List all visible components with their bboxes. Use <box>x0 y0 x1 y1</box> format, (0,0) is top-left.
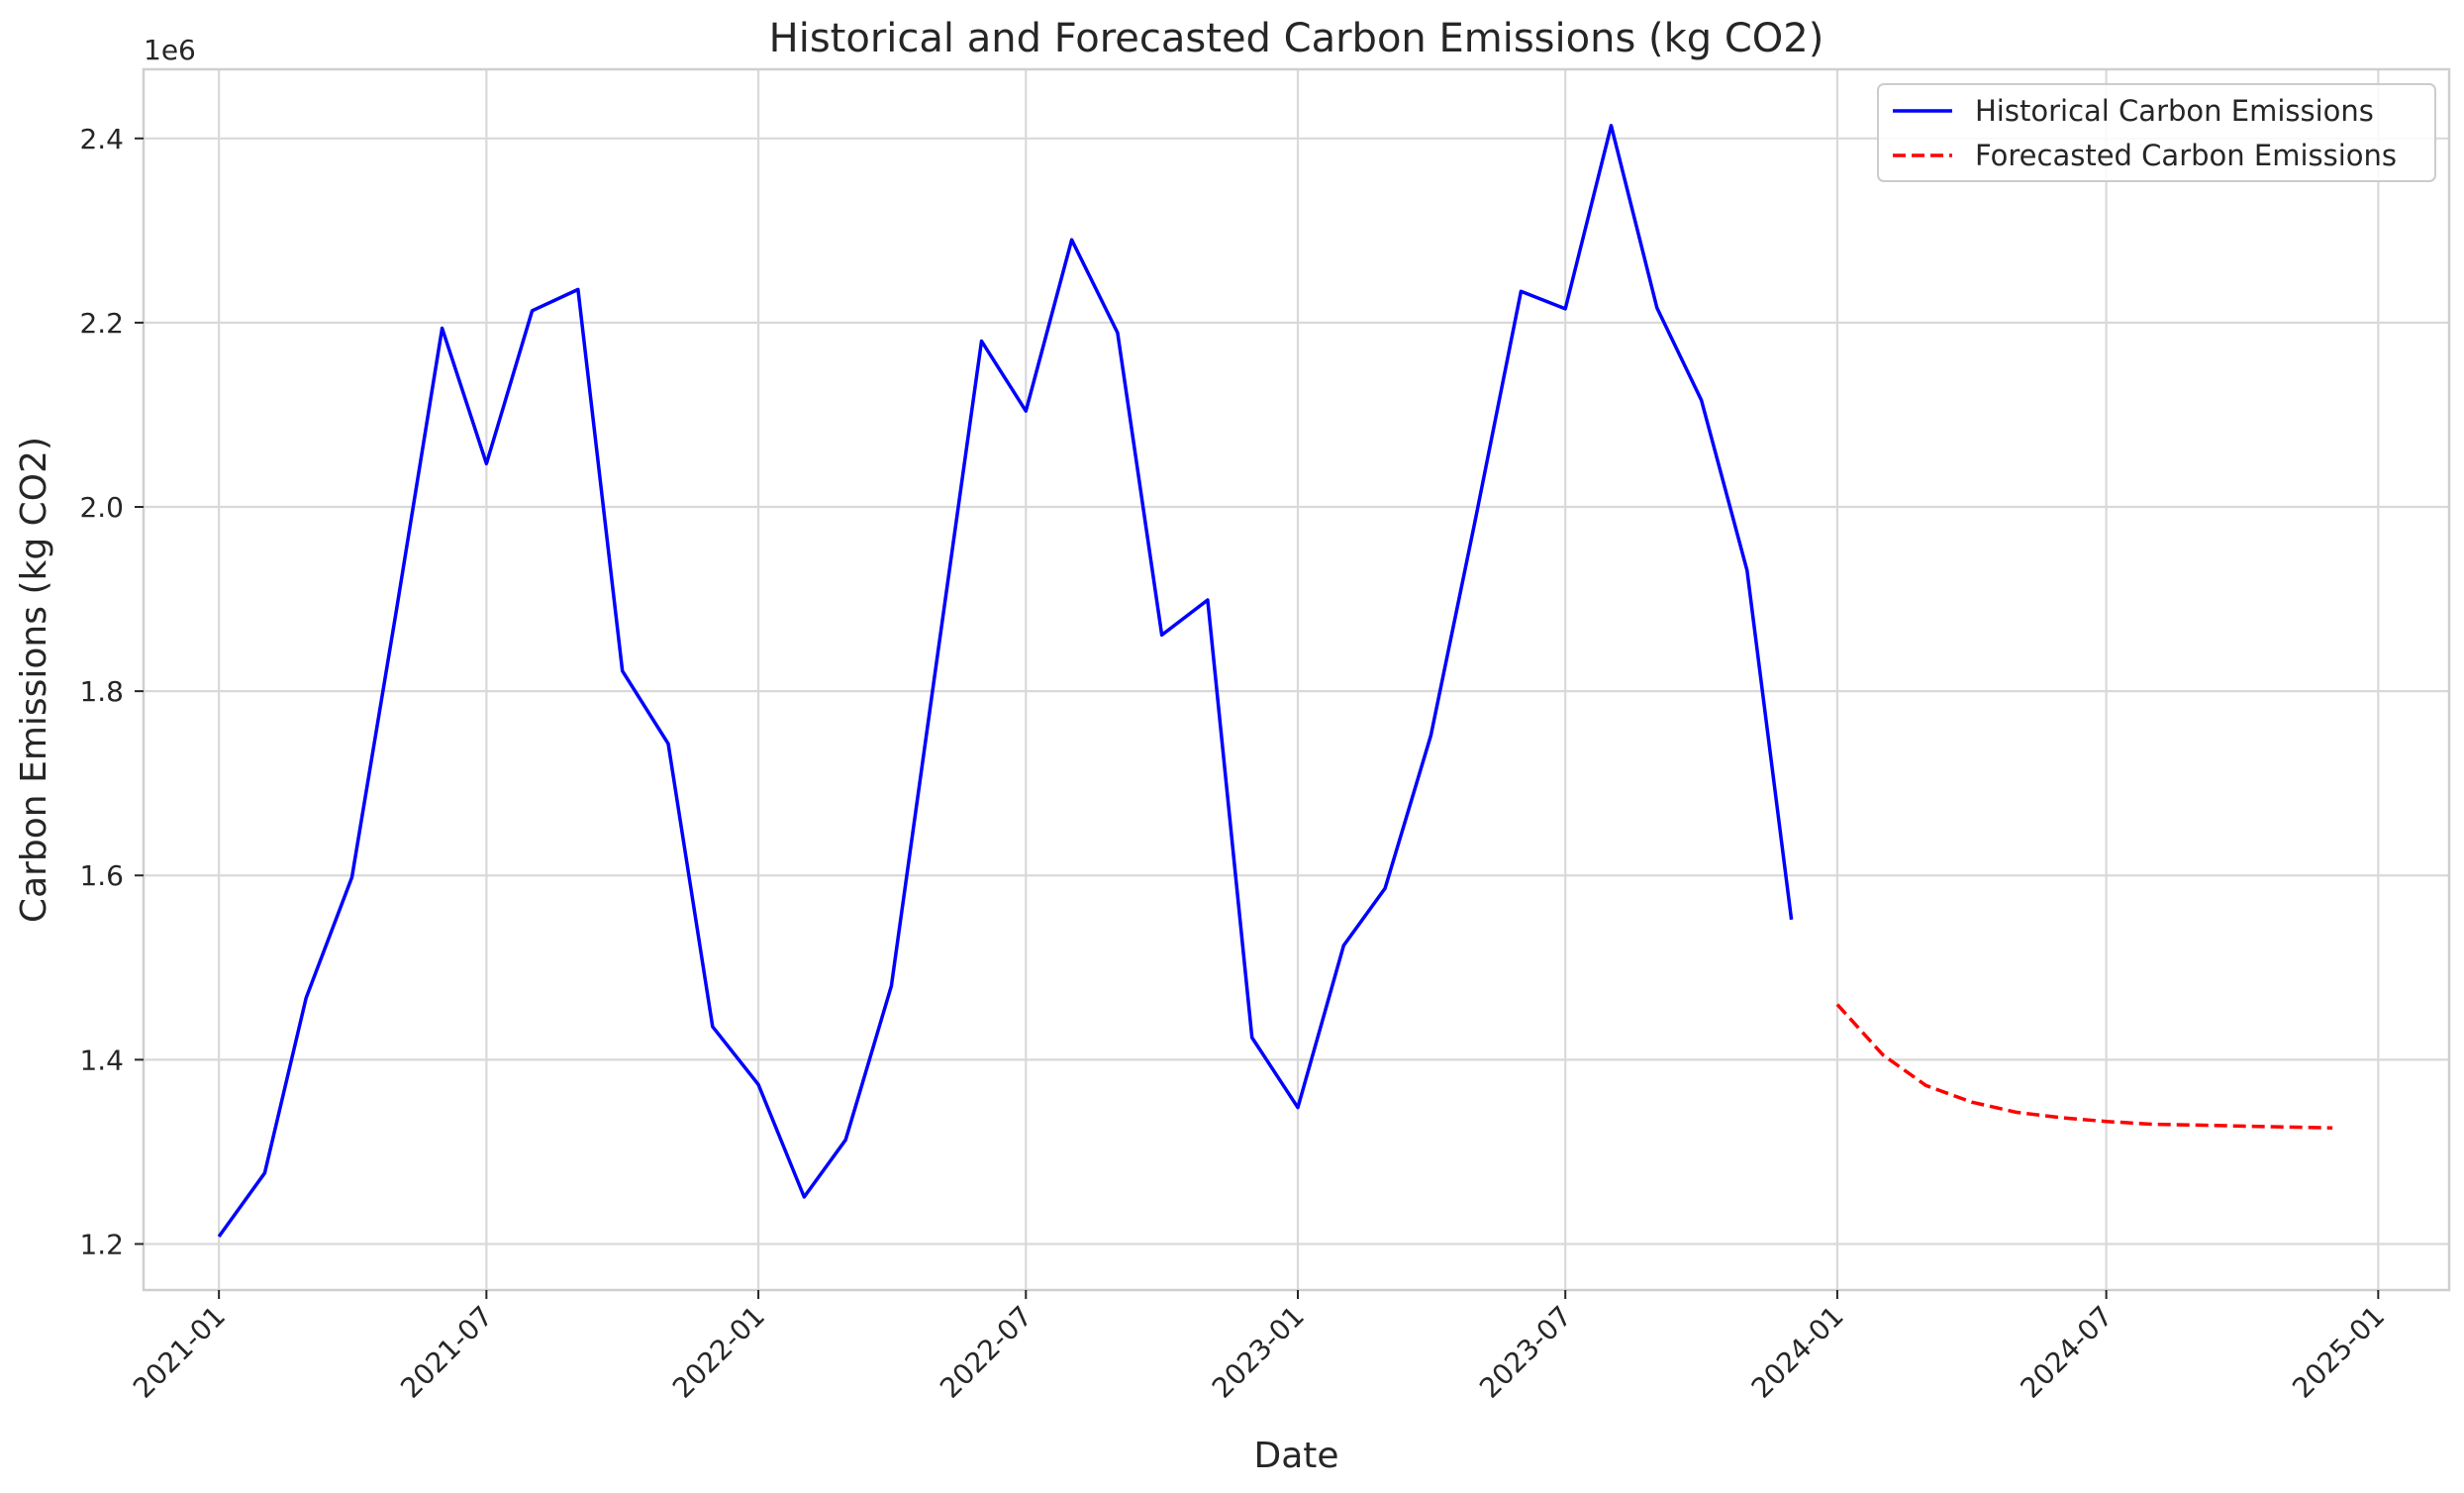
x-tick-label: 2024-07 <box>2015 1300 2119 1405</box>
x-tick-label: 2024-01 <box>1745 1300 1850 1405</box>
x-axis-label: Date <box>1253 1436 1338 1476</box>
x-tick-label: 2023-07 <box>1473 1300 1578 1405</box>
y-tick-label: 2.2 <box>79 307 124 340</box>
y-tick-label: 1.4 <box>79 1044 124 1076</box>
legend: Historical Carbon Emissions Forecasted C… <box>1877 83 2436 182</box>
historical-emissions-line <box>217 124 1794 1239</box>
series-lines <box>217 124 2333 1239</box>
x-tick-label: 2025-01 <box>2286 1300 2391 1405</box>
legend-entry-forecasted: Forecasted Carbon Emissions <box>1975 139 2397 172</box>
x-tick-label: 2023-01 <box>1206 1300 1311 1405</box>
x-tick-label: 2022-01 <box>666 1300 771 1405</box>
forecasted-emissions-line <box>1835 1003 2333 1130</box>
x-tick-label: 2021-07 <box>394 1300 499 1405</box>
y-tick-label: 1.8 <box>79 675 124 708</box>
legend-entry-historical: Historical Carbon Emissions <box>1975 94 2374 128</box>
y-tick-label: 2.4 <box>79 123 124 155</box>
axis-ticks: 1.2 1.4 1.6 1.8 2.0 2.2 2.4 2021-01 2021-07 2022-… <box>79 123 2391 1405</box>
x-tick-label: 2022-07 <box>934 1300 1038 1405</box>
y-axis-offset-label: 1e6 <box>144 34 196 66</box>
chart-title: Historical and Forecasted Carbon Emissio… <box>769 16 1824 61</box>
legend-box <box>1877 83 2436 182</box>
y-tick-label: 2.0 <box>79 491 124 524</box>
y-axis-label: Carbon Emissions (kg CO2) <box>14 437 54 923</box>
x-tick-label: 2021-01 <box>127 1300 232 1405</box>
plot-frame <box>142 67 2451 1292</box>
y-tick-label: 1.2 <box>79 1228 124 1260</box>
y-tick-label: 1.6 <box>79 859 124 892</box>
